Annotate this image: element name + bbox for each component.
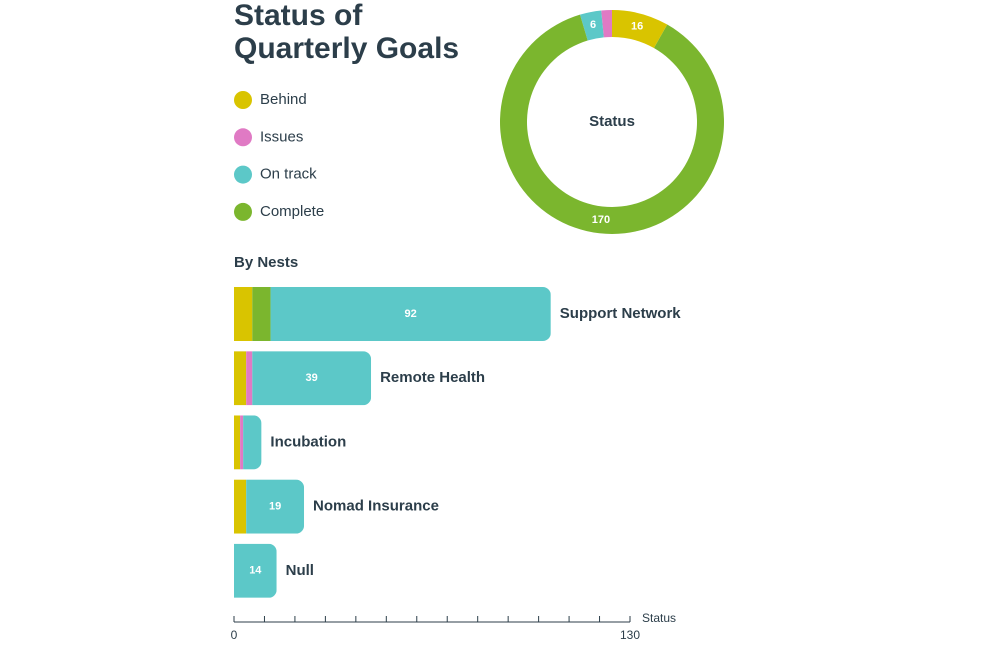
- bar-segment: [246, 351, 253, 406]
- donut-slice: [579, 10, 604, 41]
- bar-segment: [270, 287, 551, 341]
- category-label: Incubation: [270, 433, 346, 450]
- bar-group: [234, 479, 305, 534]
- legend-label: Behind: [260, 91, 307, 108]
- legend-swatch: [234, 165, 252, 184]
- bar-segment: [234, 479, 247, 534]
- x-tick-label: 130: [620, 628, 640, 642]
- donut-value-label: 16: [631, 21, 643, 33]
- legend-swatch: [234, 202, 252, 221]
- section-title: By Nests: [234, 254, 298, 271]
- category-label: Nomad Insurance: [313, 498, 439, 515]
- bar-value-label: 39: [306, 372, 318, 384]
- x-tick-label: 0: [231, 628, 238, 642]
- bar-value-label: 92: [405, 308, 417, 320]
- bar-segment: [234, 415, 241, 470]
- bar-segment: [234, 543, 277, 598]
- bar-value-label: 19: [269, 501, 281, 513]
- legend-label: On track: [260, 166, 317, 183]
- donut-slice: [601, 10, 612, 38]
- bar-segment: [243, 415, 262, 470]
- donut-value-label: 170: [592, 214, 610, 226]
- bar-segment: [246, 479, 305, 534]
- category-label: Support Network: [560, 305, 681, 322]
- donut-center-label: Status: [589, 113, 635, 130]
- bar-segment: [252, 351, 372, 406]
- legend-label: Issues: [260, 128, 303, 145]
- donut-slice: [612, 10, 668, 49]
- bar-group: [234, 287, 551, 341]
- category-label: Remote Health: [380, 369, 485, 386]
- donut-value-label: 6: [590, 19, 596, 31]
- x-axis-label: Status: [642, 611, 676, 625]
- legend-label: Complete: [260, 203, 324, 220]
- bar-group: [234, 351, 372, 406]
- bar-group: [234, 543, 277, 598]
- legend-swatch: [234, 128, 252, 147]
- bar-segment: [234, 287, 253, 341]
- legend-swatch: [234, 91, 252, 109]
- page-title: Status of Quarterly Goals: [234, 0, 459, 65]
- bar-segment: [240, 415, 244, 470]
- bar-segment: [252, 287, 271, 341]
- bar-segment: [234, 351, 247, 406]
- bar-value-label: 14: [249, 565, 262, 577]
- bar-group: [234, 415, 262, 470]
- category-label: Null: [286, 562, 314, 579]
